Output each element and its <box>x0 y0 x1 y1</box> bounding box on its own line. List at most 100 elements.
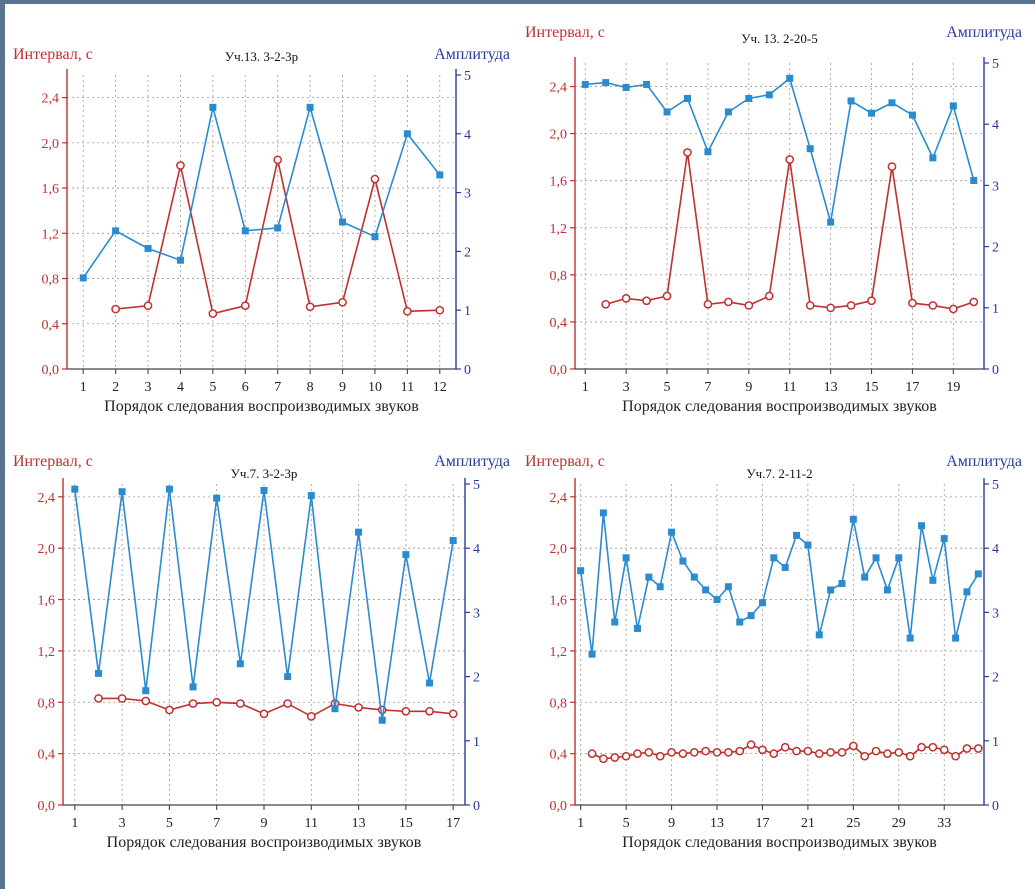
interval-point <box>780 742 790 752</box>
bottom-tick-label: 1 <box>582 380 589 395</box>
chart-title: Уч.7. 3-2-3р <box>231 466 298 481</box>
amplitude-point <box>872 554 880 562</box>
interval-point <box>208 309 218 318</box>
interval-point <box>212 697 222 707</box>
amplitude-point <box>599 509 607 517</box>
left-tick-label: 0,8 <box>42 273 60 288</box>
bottom-tick-label: 17 <box>905 380 919 395</box>
left-tick-label: 1,6 <box>550 594 568 609</box>
left-tick-label: 2,0 <box>550 542 568 557</box>
bottom-tick-label: 13 <box>710 816 724 831</box>
interval-point <box>939 745 949 755</box>
right-axis-title: Амплитуда <box>946 24 1022 41</box>
amplitude-point <box>918 522 926 530</box>
chart-title: Уч.13. 3-2-3р <box>225 49 298 64</box>
right-tick-label: 4 <box>992 118 999 133</box>
interval-point <box>905 751 915 761</box>
amplitude-point <box>952 634 960 642</box>
amplitude-point <box>260 486 268 494</box>
interval-point <box>683 148 692 157</box>
amplitude-point <box>861 573 869 581</box>
bottom-tick-label: 3 <box>119 816 126 831</box>
bottom-tick-label: 6 <box>242 380 249 395</box>
amplitude-point <box>888 99 896 107</box>
bottom-tick-label: 13 <box>352 816 366 831</box>
interval-point <box>644 748 654 757</box>
right-tick-label: 5 <box>992 478 999 493</box>
right-tick-label: 1 <box>473 735 480 750</box>
amplitude-point <box>355 528 363 536</box>
interval-point <box>662 291 672 301</box>
bottom-tick-label: 12 <box>433 380 447 395</box>
left-axis-title: Интервал, с <box>13 46 93 63</box>
amplitude-point <box>929 576 937 584</box>
amplitude-point <box>622 83 630 91</box>
interval-point <box>283 699 292 708</box>
amplitude-point <box>112 227 120 235</box>
right-axis-title: Амплитуда <box>434 46 510 63</box>
bottom-tick-label: 4 <box>177 380 184 395</box>
interval-point <box>117 694 127 703</box>
bottom-tick-label: 25 <box>846 816 860 831</box>
amplitude-point <box>781 563 789 571</box>
interval-point <box>928 301 938 310</box>
interval-point <box>667 748 676 757</box>
left-tick-label: 0,4 <box>38 748 56 763</box>
interval-point <box>928 742 938 752</box>
left-axis-title: Интервал, с <box>525 453 605 470</box>
interval-series <box>94 694 458 721</box>
amplitude-point <box>79 274 87 282</box>
interval-point <box>188 699 198 708</box>
grid <box>575 484 984 805</box>
grid <box>575 63 984 369</box>
left-tick-label: 0,8 <box>550 269 568 284</box>
right-tick-label: 1 <box>464 304 471 319</box>
amplitude-series <box>71 485 457 724</box>
interval-point <box>306 712 316 721</box>
amplitude-point <box>806 145 814 153</box>
left-tick-label: 0,4 <box>42 318 60 333</box>
amplitude-point <box>611 618 619 626</box>
interval-point <box>724 748 733 757</box>
amplitude-point <box>793 531 801 539</box>
left-tick-label: 1,2 <box>550 645 568 660</box>
right-tick-label: 1 <box>992 735 999 750</box>
interval-point <box>883 749 892 758</box>
interval-point <box>165 705 174 715</box>
right-ticks: 0 1 2 3 4 5 <box>984 57 999 378</box>
amplitude-point <box>929 154 937 162</box>
amplitude-point <box>402 551 410 559</box>
amplitude-point <box>588 650 596 658</box>
bottom-tick-label: 29 <box>892 816 906 831</box>
amplitude-line <box>579 512 979 655</box>
bottom-tick-label: 8 <box>307 380 314 395</box>
amplitude-point <box>908 111 916 119</box>
interval-point <box>370 174 380 184</box>
interval-point <box>610 753 620 762</box>
interval-point <box>701 746 711 756</box>
amplitude-point <box>142 687 150 695</box>
left-tick-label: 0,4 <box>550 316 568 331</box>
interval-point <box>689 748 699 757</box>
interval-point <box>448 709 458 719</box>
bottom-tick-label: 17 <box>755 816 769 831</box>
amplitude-point <box>449 536 457 544</box>
amplitude-point <box>736 618 744 626</box>
bottom-tick-label: 5 <box>166 816 173 831</box>
amplitude-point <box>974 570 982 578</box>
amplitude-point <box>963 588 971 596</box>
left-ticks: 0,0 0,4 0,8 1,2 1,6 2,0 2,4 <box>550 491 575 814</box>
bottom-tick-label: 9 <box>745 380 752 395</box>
grid <box>63 484 465 805</box>
bottom-tick-label: 5 <box>209 380 216 395</box>
interval-point <box>633 749 642 758</box>
left-tick-label: 0,0 <box>550 799 568 814</box>
amplitude-point <box>633 624 641 632</box>
bottom-tick-label: 3 <box>145 380 152 395</box>
amplitude-point <box>436 171 444 179</box>
interval-point <box>917 742 926 752</box>
interval-point <box>143 301 153 311</box>
left-tick-label: 1,6 <box>38 594 56 609</box>
